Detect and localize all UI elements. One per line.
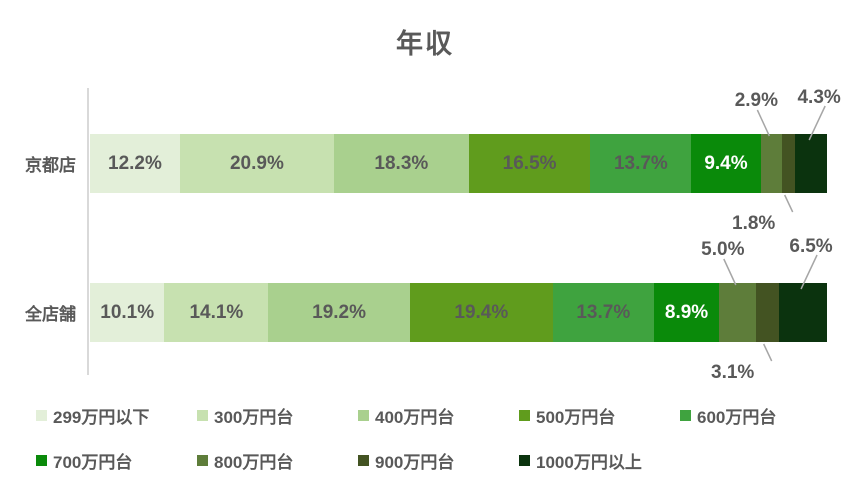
bar-segment-with-label: 19.4%: [409, 283, 553, 342]
bar-segment-with-label: 12.2%: [90, 134, 180, 193]
legend-label: 700万円台: [53, 453, 133, 472]
category-axis-line: [87, 88, 89, 375]
callout-data-label: 4.3%: [797, 87, 841, 108]
bar-segment: [719, 283, 757, 342]
category-label: 全店舗: [25, 305, 76, 324]
category-label: 京都店: [25, 156, 76, 175]
legend-item: 1000万円以上: [519, 448, 680, 473]
bar-segment-with-label: 14.1%: [164, 283, 269, 342]
chart-title: 年収: [396, 29, 454, 59]
leader-line: [783, 194, 794, 213]
leader-line: [756, 109, 771, 137]
legend-label: 500万円台: [536, 408, 616, 427]
bar-segment-with-label: 16.5%: [468, 134, 591, 193]
bar-segment-with-label: 19.2%: [268, 283, 410, 342]
leader-line: [762, 343, 773, 362]
legend-label: 900万円台: [375, 453, 455, 472]
legend-item: 800万円台: [197, 448, 358, 473]
bar-row: 2.9% 1.8% 4.3% 12.2% 20.9% 18.3% 16.5% 13.7% 9.4…: [90, 87, 841, 234]
bar-segment-with-label: 20.9%: [179, 134, 334, 193]
legend-item: 400万円台: [358, 403, 519, 428]
callout-data-label: 2.9%: [734, 90, 778, 111]
callout-data-label: 6.5%: [789, 236, 833, 257]
bar-row: 5.0% 3.1% 6.5% 10.1% 14.1% 19.2% 19.4% 13.7% 8.9…: [90, 236, 833, 383]
bar-segment: [756, 283, 780, 342]
legend-item: 300万円台: [197, 403, 358, 428]
leader-line: [723, 258, 737, 286]
legend-swatch-icon: [680, 410, 691, 421]
legend-item: 700万円台: [36, 448, 197, 473]
legend-swatch-icon: [36, 455, 47, 466]
callout-data-label: 5.0%: [701, 239, 745, 260]
legend-label: 1000万円以上: [536, 453, 642, 472]
legend-label: 800万円台: [214, 453, 294, 472]
legend-swatch-icon: [197, 410, 208, 421]
legend-label: 400万円台: [375, 408, 455, 427]
legend-item: 900万円台: [358, 448, 519, 473]
legend-label: 600万円台: [697, 408, 777, 427]
callout-data-label: 1.8%: [732, 213, 776, 234]
bar-segment-with-label: 13.7%: [590, 134, 692, 193]
legend-swatch-icon: [36, 410, 47, 421]
legend-label: 300万円台: [214, 408, 294, 427]
bar-segment-with-label: 9.4%: [691, 134, 761, 193]
legend-swatch-icon: [358, 410, 369, 421]
legend-row: 299万円以下 300万円台 400万円台 500万円台 600万円台: [36, 403, 841, 428]
bar-segment: [795, 134, 827, 193]
legend-item: 600万円台: [680, 403, 841, 428]
legend-row: 700万円台 800万円台 900万円台 1000万円以上: [36, 448, 680, 473]
legend-item: 299万円以下: [36, 403, 197, 428]
callout-data-label: 3.1%: [711, 362, 755, 383]
legend-swatch-icon: [519, 410, 530, 421]
legend-swatch-icon: [197, 455, 208, 466]
bar-segment: [760, 134, 782, 193]
legend-swatch-icon: [358, 455, 369, 466]
bar-segment: [779, 283, 827, 342]
legend-label: 299万円以下: [53, 408, 150, 427]
bar-segment: [781, 134, 796, 193]
legend-item: 500万円台: [519, 403, 680, 428]
bar-segment-with-label: 13.7%: [552, 283, 654, 342]
legend-swatch-icon: [519, 455, 530, 466]
bar-segment-with-label: 8.9%: [653, 283, 720, 342]
bar-segment-with-label: 18.3%: [333, 134, 469, 193]
bar-segment-with-label: 10.1%: [90, 283, 165, 342]
